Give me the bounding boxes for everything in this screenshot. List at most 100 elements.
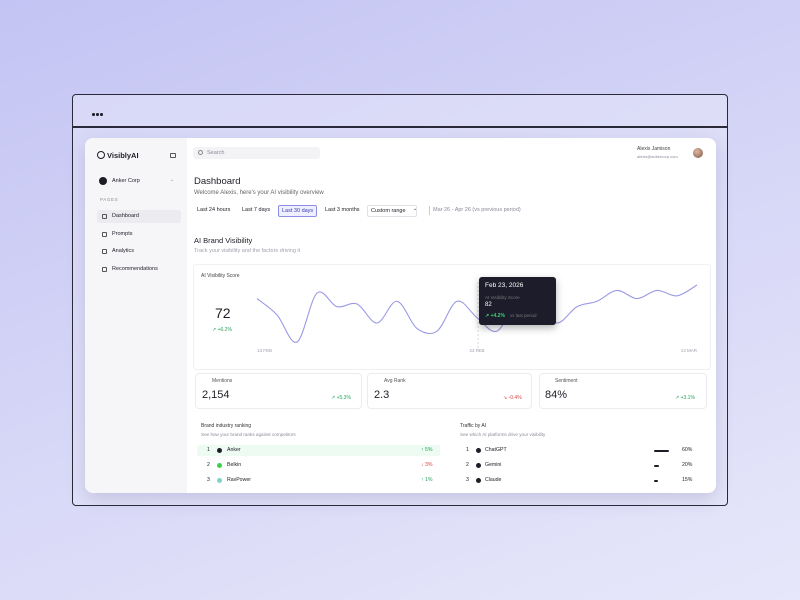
- nav-label: Prompts: [112, 231, 133, 237]
- traffic-subtitle: See which AI platforms drive your visibi…: [460, 432, 546, 437]
- traffic-title: Traffic by AI: [460, 423, 487, 429]
- brand-icon: [217, 448, 222, 453]
- highlight-row: [197, 445, 440, 456]
- nav-label: Analytics: [112, 248, 135, 254]
- date-range: Mar 26 - Apr 26 (vs previous period): [433, 207, 521, 213]
- stat-change: ↗ +5.3%: [331, 395, 351, 401]
- user-avatar[interactable]: [693, 148, 703, 158]
- workspace-name[interactable]: Anker Corp: [112, 178, 140, 184]
- row-change: ↓ 3%: [421, 462, 433, 468]
- separator: [429, 206, 430, 215]
- row-brand: Anker: [227, 447, 241, 453]
- filter-button[interactable]: Last 30 days: [278, 205, 318, 217]
- page-title: Dashboard: [194, 176, 241, 187]
- platform-icon: [476, 463, 481, 468]
- workspace-icon: [99, 177, 107, 185]
- nav-item[interactable]: Prompts: [97, 228, 181, 241]
- row-brand: RavPower: [227, 477, 251, 483]
- custom-range-chevron: ⌄: [413, 206, 418, 212]
- share-bar: [654, 465, 659, 467]
- row-rank: 3: [466, 477, 469, 483]
- visibility-line: [256, 284, 698, 343]
- share-bar: [654, 480, 658, 482]
- sidebar: [85, 138, 187, 493]
- share-label: 60%: [682, 447, 693, 453]
- ranking-title: Brand industry ranking: [201, 423, 252, 429]
- score-change: ↗ +6.2%: [212, 327, 232, 333]
- nav-item[interactable]: Analytics: [97, 245, 181, 258]
- row-rank: 3: [207, 477, 210, 483]
- search-placeholder: Search: [207, 150, 225, 156]
- tooltip-date: Feb 23, 2026: [485, 282, 524, 289]
- platform-name: Claude: [485, 477, 502, 483]
- score-value: 72: [215, 305, 231, 321]
- custom-range-label: Custom range: [371, 208, 406, 214]
- page-subtitle: Welcome Alexis, here's your AI visibilit…: [194, 190, 324, 196]
- stat-card: [539, 373, 707, 409]
- tooltip-label: AI Visibility Score: [485, 295, 520, 300]
- user-name: Alexis Jamison: [637, 146, 671, 152]
- filter-button[interactable]: Last 24 hours: [197, 207, 231, 213]
- collapse-sidebar[interactable]: [170, 153, 176, 158]
- search-icon: [198, 150, 203, 155]
- stat-card: [195, 373, 362, 409]
- user-email: alexis@ankercorp.com: [637, 154, 678, 159]
- stat-value: 2.3: [374, 389, 390, 401]
- share-bar: [654, 450, 669, 452]
- brand-icon: [217, 463, 222, 468]
- platform-icon: [476, 448, 481, 453]
- section-title: AI Brand Visibility: [194, 236, 253, 245]
- row-rank: 1: [207, 447, 210, 453]
- row-brand: Belkin: [227, 462, 242, 468]
- platform-name: ChatGPT: [485, 447, 507, 453]
- nav-item[interactable]: Dashboard: [97, 210, 181, 223]
- stat-change: ↗ +3.1%: [675, 395, 695, 401]
- share-label: 15%: [682, 477, 693, 483]
- share-label: 20%: [682, 462, 693, 468]
- workspace-chevron[interactable]: ⌄: [170, 177, 175, 183]
- nav-section: PAGES: [100, 197, 119, 202]
- window-menu-dot[interactable]: [92, 113, 95, 116]
- window-divider: [73, 126, 727, 128]
- filter-button[interactable]: Last 7 days: [242, 207, 271, 213]
- stat-card: [367, 373, 532, 409]
- nav-label: Recommendations: [112, 266, 158, 272]
- stat-label: Avg Rank: [384, 378, 406, 384]
- window-menu-dot[interactable]: [96, 113, 99, 116]
- custom-range-button[interactable]: Custom range: [367, 205, 417, 217]
- platform-icon: [476, 478, 481, 483]
- brand-name: VisiblyAI: [107, 151, 139, 160]
- x-axis-label: 23 FEB: [469, 348, 484, 353]
- row-change: ↑ 5%: [421, 447, 433, 453]
- section-subtitle: Track your visibility and the factors dr…: [194, 248, 301, 254]
- row-rank: 1: [466, 447, 469, 453]
- tooltip-change: ↗ +4.2%: [485, 313, 505, 319]
- tooltip-change-note: vs last period: [510, 313, 537, 318]
- stat-label: Sentiment: [555, 378, 578, 384]
- search-box[interactable]: [193, 147, 320, 159]
- score-label: AI Visibility Score: [201, 273, 240, 279]
- app-card: [85, 138, 716, 493]
- platform-name: Gemini: [485, 462, 502, 468]
- brand-logo: [97, 151, 105, 159]
- ranking-subtitle: See how your brand ranks against competi…: [201, 432, 296, 437]
- x-axis-label: 13 MAR: [681, 348, 698, 353]
- tooltip-value: 82: [485, 302, 492, 308]
- window-menu-dot[interactable]: [100, 113, 103, 116]
- filter-button[interactable]: Last 3 months: [325, 207, 360, 213]
- x-axis-label: 13 FEB: [257, 348, 272, 353]
- nav-item[interactable]: Recommendations: [97, 263, 181, 276]
- chart-card: [193, 264, 711, 370]
- stat-change: ↘ -0.4%: [503, 395, 522, 401]
- stat-value: 84%: [545, 389, 568, 401]
- stat-label: Mentions: [212, 378, 233, 384]
- row-rank: 2: [466, 462, 469, 468]
- stat-value: 2,154: [202, 389, 230, 401]
- row-change: ↑ 1%: [421, 477, 433, 483]
- nav-label: Dashboard: [112, 213, 139, 219]
- brand-icon: [217, 478, 222, 483]
- chart-tooltip: [479, 277, 556, 325]
- row-rank: 2: [207, 462, 210, 468]
